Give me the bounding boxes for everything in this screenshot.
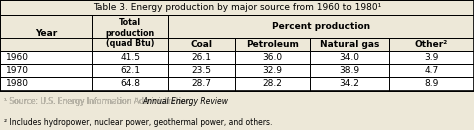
Text: 1980: 1980 xyxy=(6,79,29,88)
Text: 41.5: 41.5 xyxy=(120,53,140,62)
Text: 8.9: 8.9 xyxy=(424,79,438,88)
Text: ² Includes hydropower, nuclear power, geothermal power, and others.: ² Includes hydropower, nuclear power, ge… xyxy=(4,118,272,128)
Bar xyxy=(0,0,474,15)
Text: Table 3. Energy production by major source from 1960 to 1980¹: Table 3. Energy production by major sour… xyxy=(93,3,381,12)
Bar xyxy=(235,38,310,51)
Text: ¹ Source: U.S. Energy Information Administration,: ¹ Source: U.S. Energy Information Admini… xyxy=(4,97,195,106)
Text: 62.1: 62.1 xyxy=(120,66,140,75)
Text: 1960: 1960 xyxy=(6,53,29,62)
Bar xyxy=(168,38,235,51)
Text: 28.7: 28.7 xyxy=(191,79,211,88)
Text: 64.8: 64.8 xyxy=(120,79,140,88)
Bar xyxy=(0,64,474,77)
Bar xyxy=(0,51,474,64)
Bar xyxy=(389,38,474,51)
Text: 3.9: 3.9 xyxy=(424,53,438,62)
Bar xyxy=(0,77,474,90)
Bar xyxy=(0,15,92,51)
Text: Other²: Other² xyxy=(415,40,448,49)
Text: 34.0: 34.0 xyxy=(339,53,360,62)
Text: Annual Energy Review: Annual Energy Review xyxy=(142,97,228,106)
Text: 23.5: 23.5 xyxy=(191,66,211,75)
Text: Natural gas: Natural gas xyxy=(320,40,379,49)
Text: Petroleum: Petroleum xyxy=(246,40,299,49)
Text: Year: Year xyxy=(35,29,57,38)
Text: 36.0: 36.0 xyxy=(263,53,283,62)
Text: 38.9: 38.9 xyxy=(339,66,360,75)
Text: Coal: Coal xyxy=(191,40,212,49)
Text: 28.2: 28.2 xyxy=(263,79,283,88)
Text: 4.7: 4.7 xyxy=(424,66,438,75)
Text: 34.2: 34.2 xyxy=(340,79,359,88)
Text: Total
production
(quad Btu): Total production (quad Btu) xyxy=(106,18,155,48)
Bar xyxy=(310,38,389,51)
Text: Percent production: Percent production xyxy=(272,22,370,31)
Text: 26.1: 26.1 xyxy=(191,53,211,62)
Bar xyxy=(92,15,168,51)
Text: 32.9: 32.9 xyxy=(263,66,283,75)
Bar xyxy=(168,15,474,38)
Text: ¹ Source: U.S. Energy Information Administration, Annual Energy Review: ¹ Source: U.S. Energy Information Admini… xyxy=(4,97,281,106)
Text: 1970: 1970 xyxy=(6,66,29,75)
